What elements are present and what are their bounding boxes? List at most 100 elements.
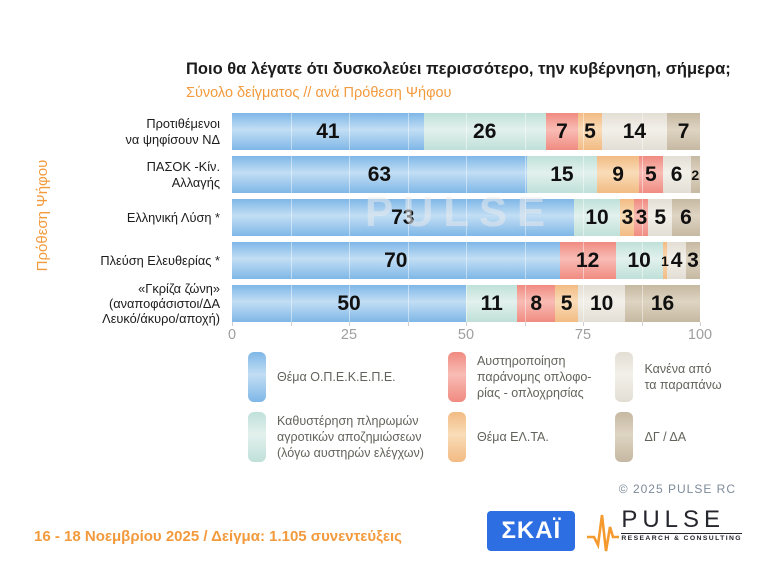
bar-segment-none: 14 bbox=[601, 113, 668, 150]
chart-row: ΠΑΣΟΚ -Κίν. Αλλαγής 63 15 9 5 6 2 bbox=[32, 156, 728, 193]
skai-logo: ΣΚΑΪ bbox=[487, 511, 576, 551]
x-axis: 0 25 50 75 100 bbox=[228, 322, 712, 348]
x-tick-mark bbox=[290, 322, 292, 326]
segment-value: 5 bbox=[644, 162, 657, 186]
x-tick-mark bbox=[407, 322, 409, 326]
x-tick-label: 0 bbox=[227, 327, 237, 343]
chart-title: Ποιο θα λέγατε ότι δυσκολεύει περισσότερ… bbox=[186, 60, 731, 78]
gridline bbox=[349, 285, 350, 322]
bar-segment-dgda: 7 bbox=[667, 113, 700, 150]
legend-item-none: Κανένα από τα παραπάνω bbox=[615, 352, 722, 402]
segment-value: 6 bbox=[670, 162, 683, 186]
gridline bbox=[290, 199, 292, 236]
x-tick-label: 100 bbox=[687, 327, 713, 343]
gridline bbox=[524, 242, 526, 279]
chart-row: Πλεύση Ελευθερίας * 70 12 10 1 4 3 bbox=[32, 242, 728, 279]
gridline bbox=[407, 199, 409, 236]
legend-swatch-elta bbox=[447, 412, 466, 462]
gridline bbox=[290, 242, 292, 279]
legend-label: Θέμα Ο.Π.Ε.Κ.Ε.Π.Ε. bbox=[277, 369, 396, 384]
gridline bbox=[583, 199, 584, 236]
gridline bbox=[641, 242, 643, 279]
gridline bbox=[466, 156, 467, 193]
legend-item-elta: Θέμα ΕΛ.ΤΑ. bbox=[447, 412, 592, 462]
row-label: «Γκρίζα ζώνη» (αναποφάσιστοι/ΔΑ Λευκό/άκυρ… bbox=[102, 280, 220, 327]
x-tick-label: 25 bbox=[340, 327, 358, 343]
segment-value: 1 bbox=[660, 252, 669, 269]
x-tick-mark bbox=[641, 322, 643, 326]
x-tick-label: 75 bbox=[574, 327, 592, 343]
pulse-waveform-icon bbox=[587, 514, 620, 552]
survey-footnote: 16 - 18 Νοεμβρίου 2025 / Δείγμα: 1.105 σ… bbox=[34, 528, 402, 545]
x-tick-mark bbox=[466, 322, 467, 326]
gridline bbox=[583, 285, 584, 322]
bar-segment-elta: 5 bbox=[578, 113, 602, 150]
legend-swatch-none bbox=[615, 352, 634, 402]
legend-swatch-dgda bbox=[615, 412, 634, 462]
bar-segment-elta: 3 bbox=[620, 199, 635, 236]
gridline bbox=[466, 285, 467, 322]
pulse-logo-text: PULSE bbox=[621, 506, 726, 533]
x-tick-mark bbox=[583, 322, 584, 326]
bar-segment-weapons: 5 bbox=[639, 156, 663, 193]
bar-segment-payments: 15 bbox=[526, 156, 598, 193]
bar-segment-none: 5 bbox=[648, 199, 672, 236]
chart-subtitle: Σύνολο δείγματος // ανά Πρόθεση Ψήφου bbox=[186, 85, 452, 101]
legend-swatch-payments bbox=[248, 412, 266, 462]
gridline bbox=[466, 242, 467, 279]
segment-value: 63 bbox=[367, 162, 392, 186]
gridline bbox=[407, 285, 409, 322]
bar-segment-dgda: 6 bbox=[671, 199, 700, 236]
legend-label: Κανένα από τα παραπάνω bbox=[644, 361, 722, 392]
segment-value: 70 bbox=[384, 248, 408, 272]
bar-segment-opekepe: 70 bbox=[232, 242, 560, 279]
segment-value: 26 bbox=[473, 119, 497, 143]
legend-item-payments: Καθυστέρηση πληρωμών αγροτικών αποζημιώσε… bbox=[248, 412, 424, 462]
chart-row: Ελληνική Λύση * 73 10 3 3 5 6 bbox=[32, 199, 728, 236]
segment-value: 10 bbox=[590, 291, 614, 315]
bar-segment-elta: 1 bbox=[660, 242, 669, 279]
bar-segment-weapons: 8 bbox=[517, 285, 555, 322]
gridline bbox=[524, 113, 526, 150]
gridline bbox=[641, 113, 643, 150]
segment-value: 12 bbox=[575, 248, 600, 272]
gridline bbox=[524, 285, 526, 322]
segment-value: 10 bbox=[585, 205, 609, 229]
bar-segment-payments: 10 bbox=[573, 199, 621, 236]
gridline bbox=[583, 242, 584, 279]
bar-segment-payments: 10 bbox=[615, 242, 663, 279]
stacked-bar: 70 12 10 1 4 3 bbox=[232, 242, 700, 279]
gridline bbox=[407, 242, 409, 279]
segment-value: 3 bbox=[687, 248, 699, 272]
legend-label: Καθυστέρηση πληρωμών αγροτικών αποζημιώσε… bbox=[277, 413, 424, 461]
stacked-bar: 41 26 7 5 14 7 bbox=[232, 113, 700, 150]
pulse-logo-subtext: RESEARCH & CONSULTING bbox=[621, 533, 742, 543]
row-label: Ελληνική Λύση * bbox=[126, 209, 220, 225]
gridline bbox=[349, 156, 350, 193]
segment-value: 41 bbox=[316, 119, 340, 143]
bar-segment-elta: 9 bbox=[597, 156, 640, 193]
bar-segment-dgda: 16 bbox=[625, 285, 700, 322]
gridline bbox=[583, 113, 584, 150]
segment-value: 10 bbox=[627, 248, 651, 272]
gridline bbox=[290, 285, 292, 322]
segment-value: 2 bbox=[691, 166, 700, 183]
x-tick-label: 50 bbox=[457, 327, 475, 343]
segment-value: 15 bbox=[550, 162, 574, 186]
x-tick-mark bbox=[349, 322, 350, 326]
gridline bbox=[524, 156, 526, 193]
bar-segment-weapons: 12 bbox=[559, 242, 616, 279]
gridline bbox=[641, 285, 643, 322]
row-label: Πλεύση Ελευθερίας * bbox=[100, 252, 220, 268]
bar-segment-elta: 5 bbox=[554, 285, 579, 322]
gridline bbox=[349, 242, 350, 279]
segment-value: 73 bbox=[391, 205, 415, 229]
legend: Θέμα Ο.Π.Ε.Κ.Ε.Π.Ε. Καθυστέρηση πληρωμών α… bbox=[248, 352, 722, 462]
stacked-bar: 50 11 8 5 10 16 bbox=[232, 285, 700, 322]
bar-segment-opekepe: 50 bbox=[232, 285, 466, 322]
bar-segment-none: 10 bbox=[578, 285, 626, 322]
legend-item-dgda: ΔΓ / ΔΑ bbox=[615, 412, 721, 462]
x-tick-mark bbox=[524, 322, 526, 326]
segment-value: 4 bbox=[670, 248, 683, 272]
segment-value: 5 bbox=[654, 205, 667, 229]
